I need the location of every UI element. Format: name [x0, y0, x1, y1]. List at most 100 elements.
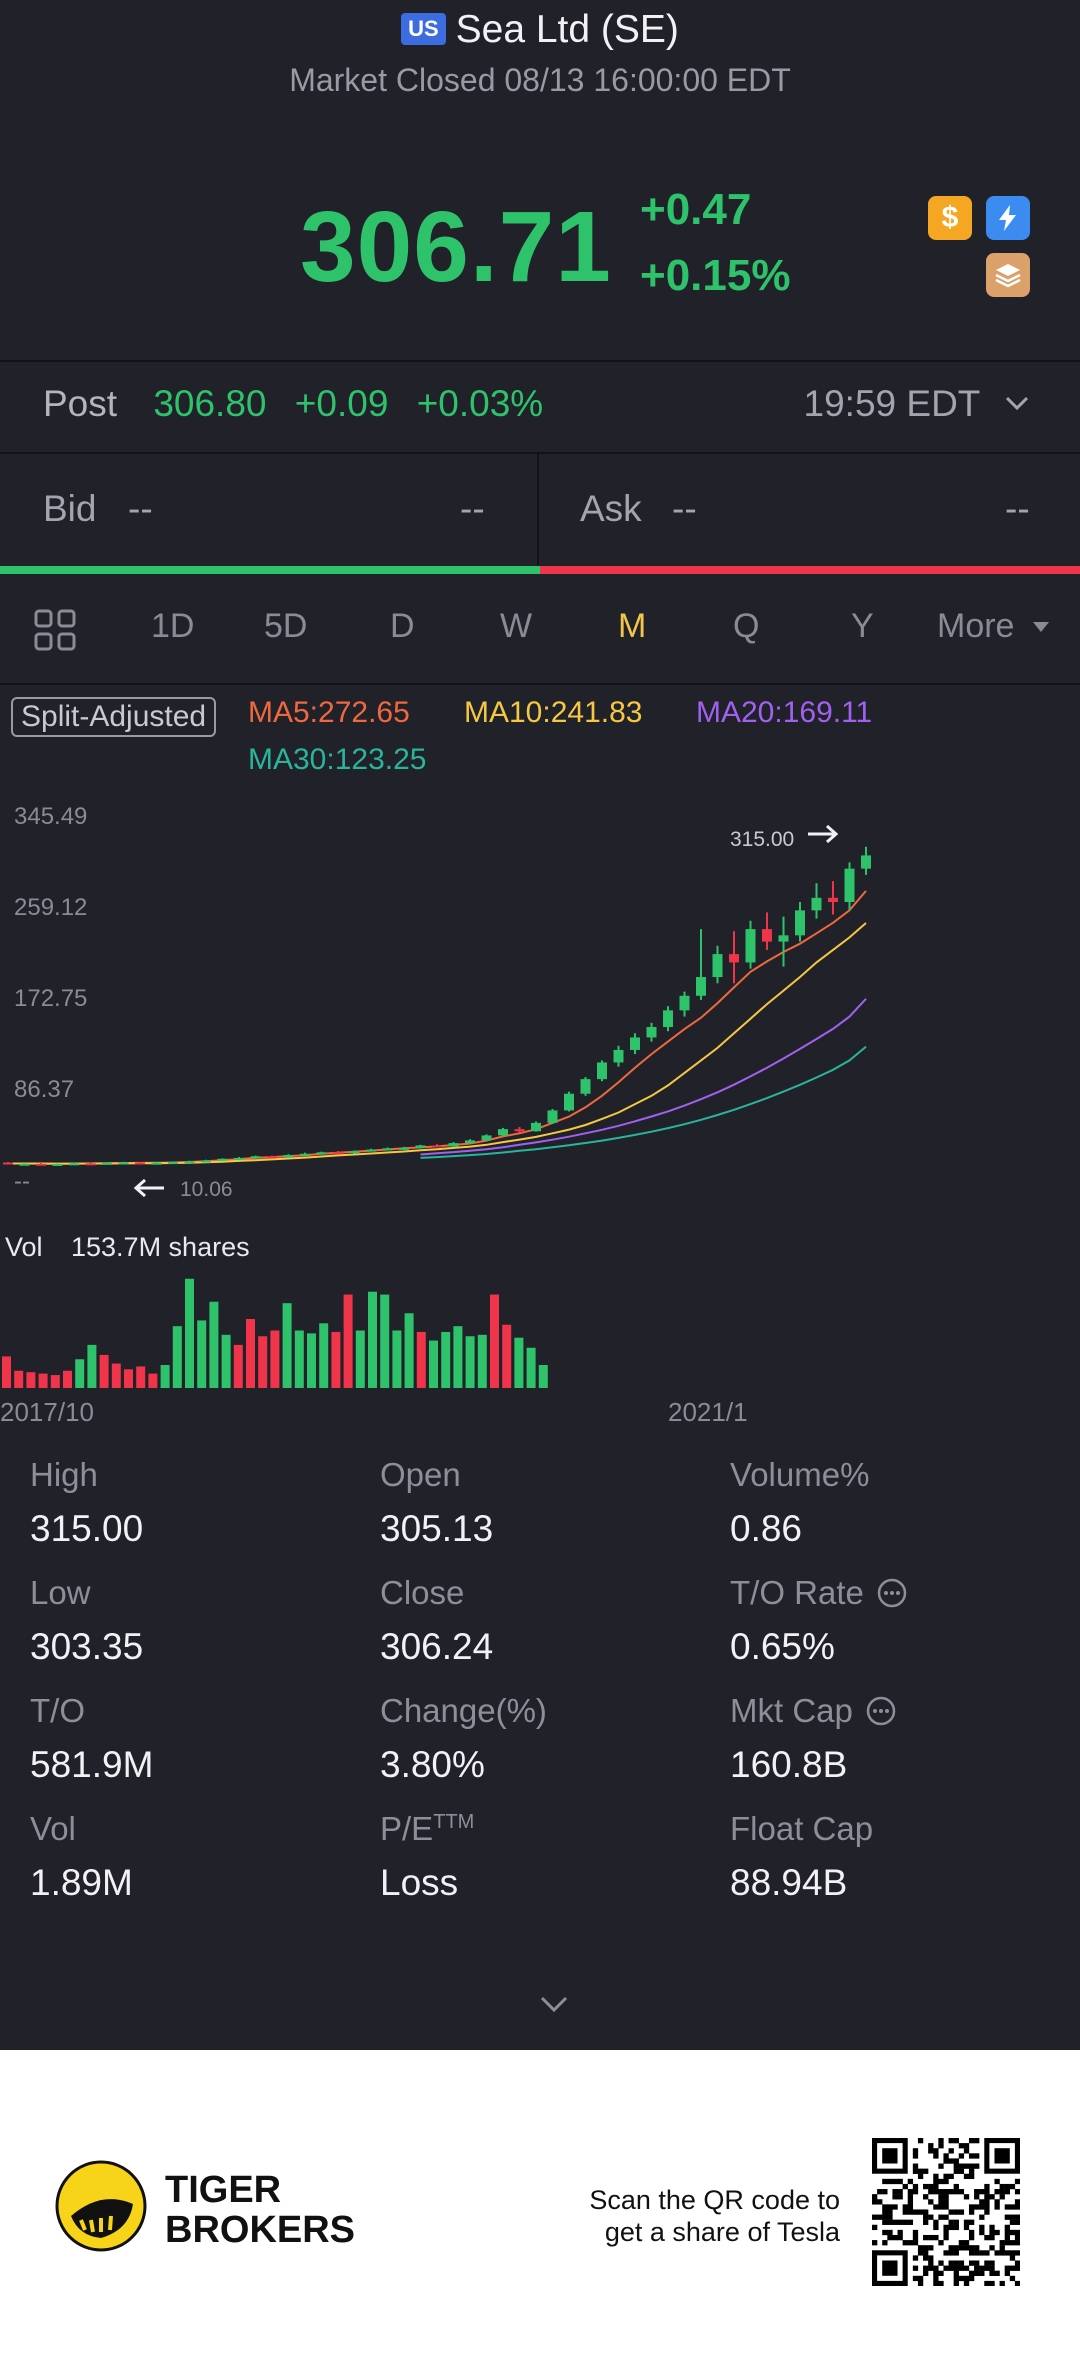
tab-w[interactable]: W	[500, 607, 533, 645]
qr-module	[948, 2245, 954, 2251]
qr-module	[943, 2250, 949, 2256]
qr-module	[974, 2138, 980, 2144]
qr-module	[882, 2229, 888, 2236]
candle	[3, 1162, 13, 1165]
qr-module	[872, 2199, 878, 2205]
qr-module	[938, 2163, 944, 2169]
qr-module	[958, 2240, 965, 2246]
stat-high-value: 315.00	[30, 1508, 144, 1549]
qr-module	[963, 2163, 970, 2169]
qr-module	[912, 2153, 919, 2159]
stat-volume-pct-value: 0.86	[730, 1508, 803, 1549]
tab-q[interactable]: Q	[733, 607, 760, 645]
qr-module	[912, 2148, 919, 2154]
qr-module	[963, 2194, 970, 2200]
qr-module	[994, 2270, 1000, 2276]
qr-module	[1004, 2224, 1010, 2231]
candle	[234, 1157, 244, 1160]
dollar-icon[interactable]: $	[928, 196, 972, 240]
stat-float-cap-label: Float Cap	[730, 1810, 874, 1847]
tab-d[interactable]: D	[390, 607, 415, 645]
qr-module	[887, 2219, 893, 2225]
promo-text: Scan the QR code to get a share of Tesla	[589, 2184, 840, 2248]
tab-more-label: More	[937, 607, 1015, 645]
qr-module	[1009, 2240, 1016, 2246]
volume-bar	[368, 1291, 377, 1388]
candle	[646, 1022, 657, 1042]
qr-module	[968, 2234, 975, 2241]
qr-module	[902, 2240, 908, 2246]
tab-more[interactable]: More	[937, 607, 1050, 646]
more-info-icon[interactable]	[876, 1577, 908, 1609]
qr-module	[907, 2178, 914, 2185]
qr-module	[943, 2224, 949, 2231]
volume-bar	[233, 1344, 243, 1388]
qr-module	[933, 2265, 939, 2271]
qr-module	[938, 2240, 944, 2246]
qr-module	[912, 2240, 919, 2246]
tab-m[interactable]: M	[618, 607, 647, 645]
qr-module	[1014, 2178, 1020, 2185]
qr-module	[989, 2280, 995, 2286]
qr-module	[994, 2204, 1000, 2210]
qr-module	[984, 2250, 990, 2256]
post-time-dropdown[interactable]: 19:59 EDT	[804, 383, 1030, 425]
candle	[118, 1161, 129, 1165]
grid-view-icon[interactable]	[33, 608, 77, 657]
qr-module	[953, 2245, 959, 2251]
qr-module	[912, 2275, 919, 2282]
candle	[729, 931, 739, 984]
qr-module	[984, 2204, 990, 2210]
qr-module	[892, 2234, 898, 2241]
tab-y[interactable]: Y	[851, 607, 874, 645]
brand-line2: BROKERS	[165, 2209, 356, 2251]
qr-module	[912, 2234, 919, 2241]
candle	[184, 1160, 195, 1164]
qr-module	[953, 2158, 959, 2164]
qr-module	[872, 2224, 878, 2231]
qr-module	[968, 2138, 975, 2144]
qr-module	[912, 2229, 919, 2236]
qr-module	[1014, 2265, 1020, 2271]
qr-module	[943, 2199, 949, 2205]
qr-module	[968, 2204, 975, 2210]
candle	[630, 1033, 640, 1055]
volume-bar	[136, 1366, 146, 1388]
qr-module	[953, 2275, 959, 2282]
qr-module	[1009, 2204, 1016, 2210]
more-info-icon[interactable]	[865, 1695, 897, 1727]
volume-bar	[538, 1365, 548, 1388]
qr-module	[923, 2214, 929, 2220]
expand-chevron-icon[interactable]	[538, 1994, 570, 2016]
qr-module	[917, 2275, 924, 2282]
split-adjusted-badge[interactable]: Split-Adjusted	[11, 697, 217, 737]
price-chart[interactable]	[0, 810, 1080, 1190]
qr-module	[1004, 2189, 1010, 2195]
x-tick: 2021/1	[668, 1397, 748, 1427]
qr-module	[958, 2265, 965, 2271]
tab-1d[interactable]: 1D	[151, 607, 195, 645]
volume-bar	[307, 1333, 316, 1388]
volume-bar	[148, 1373, 158, 1388]
qr-module	[912, 2163, 919, 2169]
qr-finder	[994, 2148, 1010, 2164]
qr-module	[984, 2194, 990, 2200]
ma5-legend: MA5:272.65	[248, 696, 410, 729]
qr-module	[1009, 2229, 1016, 2236]
tab-5d[interactable]: 5D	[264, 607, 308, 645]
qr-module	[979, 2224, 985, 2231]
stat-vol-label: Vol	[30, 1810, 76, 1847]
qr-module	[1004, 2229, 1010, 2236]
lightning-icon[interactable]	[986, 196, 1030, 240]
qr-module	[943, 2158, 949, 2164]
volume-bar	[392, 1330, 402, 1388]
bid-ratio-bar	[0, 566, 540, 574]
bid-label: Bid	[43, 488, 97, 529]
stack-icon[interactable]	[986, 253, 1030, 297]
qr-module	[984, 2234, 990, 2241]
qr-module	[902, 2204, 908, 2210]
candle	[366, 1148, 376, 1152]
qr-module	[1009, 2183, 1016, 2190]
qr-module	[923, 2270, 929, 2276]
qr-module	[887, 2209, 893, 2215]
